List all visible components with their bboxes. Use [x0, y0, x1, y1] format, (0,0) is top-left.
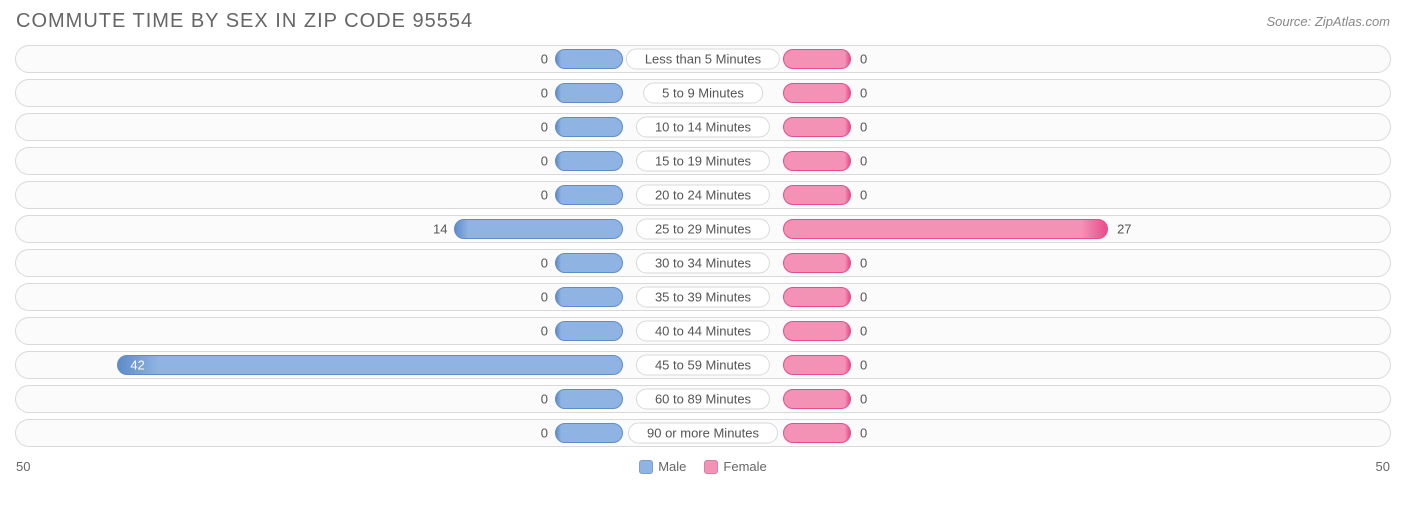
category-label: 5 to 9 Minutes [643, 83, 763, 104]
female-value: 0 [860, 358, 867, 373]
chart-row: Less than 5 Minutes 0 0 [15, 45, 1391, 73]
category-label: 35 to 39 Minutes [636, 287, 770, 308]
female-value: 0 [860, 154, 867, 169]
chart-title: COMMUTE TIME BY SEX IN ZIP CODE 95554 [16, 10, 473, 33]
female-bar [783, 49, 851, 69]
category-label: 40 to 44 Minutes [636, 321, 770, 342]
chart-container: COMMUTE TIME BY SEX IN ZIP CODE 95554 So… [0, 0, 1406, 523]
male-value: 0 [541, 290, 548, 305]
female-value: 0 [860, 86, 867, 101]
category-label: 45 to 59 Minutes [636, 355, 770, 376]
female-bar [783, 287, 851, 307]
male-bar [555, 185, 623, 205]
chart-row: 10 to 14 Minutes 0 0 [15, 113, 1391, 141]
female-swatch-icon [704, 460, 718, 474]
male-bar [454, 219, 623, 239]
chart-row: 35 to 39 Minutes 0 0 [15, 283, 1391, 311]
legend-item-male: Male [639, 459, 686, 474]
female-value: 27 [1117, 222, 1131, 237]
chart-row: 5 to 9 Minutes 0 0 [15, 79, 1391, 107]
chart-row: 40 to 44 Minutes 0 0 [15, 317, 1391, 345]
male-value: 0 [541, 154, 548, 169]
legend-label-female: Female [723, 459, 766, 474]
female-bar [783, 389, 851, 409]
chart-header: COMMUTE TIME BY SEX IN ZIP CODE 95554 So… [12, 0, 1394, 45]
legend-item-female: Female [704, 459, 766, 474]
male-value: 0 [541, 52, 548, 67]
male-bar [555, 49, 623, 69]
male-bar [555, 83, 623, 103]
category-label: 60 to 89 Minutes [636, 389, 770, 410]
female-value: 0 [860, 52, 867, 67]
chart-row: 60 to 89 Minutes 0 0 [15, 385, 1391, 413]
category-label: 25 to 29 Minutes [636, 219, 770, 240]
male-bar [555, 117, 623, 137]
male-swatch-icon [639, 460, 653, 474]
female-value: 0 [860, 426, 867, 441]
male-bar [117, 355, 623, 375]
category-label: 15 to 19 Minutes [636, 151, 770, 172]
female-bar [783, 253, 851, 273]
female-bar [783, 185, 851, 205]
male-value: 0 [541, 392, 548, 407]
male-value: 0 [541, 86, 548, 101]
chart-row: 20 to 24 Minutes 0 0 [15, 181, 1391, 209]
female-value: 0 [860, 392, 867, 407]
male-value: 0 [541, 188, 548, 203]
male-value: 0 [541, 256, 548, 271]
male-bar [555, 423, 623, 443]
chart-row: 45 to 59 Minutes 42 0 [15, 351, 1391, 379]
axis-left-max: 50 [16, 459, 30, 474]
female-value: 0 [860, 256, 867, 271]
legend: Male Female [639, 459, 767, 474]
female-bar [783, 321, 851, 341]
female-bar [783, 117, 851, 137]
chart-row: 90 or more Minutes 0 0 [15, 419, 1391, 447]
category-label: 20 to 24 Minutes [636, 185, 770, 206]
female-bar [783, 355, 851, 375]
plot-area: Less than 5 Minutes005 to 9 Minutes0010 … [15, 45, 1391, 447]
female-value: 0 [860, 324, 867, 339]
chart-row: 15 to 19 Minutes 0 0 [15, 147, 1391, 175]
female-value: 0 [860, 188, 867, 203]
male-value: 0 [541, 324, 548, 339]
axis-right-max: 50 [1376, 459, 1390, 474]
male-value: 14 [433, 222, 447, 237]
female-bar [783, 219, 1108, 239]
chart-row: 30 to 34 Minutes 0 0 [15, 249, 1391, 277]
male-value: 0 [541, 426, 548, 441]
male-bar [555, 253, 623, 273]
category-label: 90 or more Minutes [628, 423, 778, 444]
category-label: 10 to 14 Minutes [636, 117, 770, 138]
male-value: 42 [130, 358, 144, 373]
legend-label-male: Male [658, 459, 686, 474]
chart-source: Source: ZipAtlas.com [1266, 14, 1390, 29]
male-bar [555, 389, 623, 409]
male-bar [555, 321, 623, 341]
male-value: 0 [541, 120, 548, 135]
female-bar [783, 423, 851, 443]
chart-footer: 50 Male Female 50 [12, 453, 1394, 474]
category-label: 30 to 34 Minutes [636, 253, 770, 274]
female-bar [783, 151, 851, 171]
female-value: 0 [860, 290, 867, 305]
male-bar [555, 287, 623, 307]
female-value: 0 [860, 120, 867, 135]
chart-row: 25 to 29 Minutes 14 27 [15, 215, 1391, 243]
category-label: Less than 5 Minutes [626, 49, 780, 70]
female-bar [783, 83, 851, 103]
male-bar [555, 151, 623, 171]
